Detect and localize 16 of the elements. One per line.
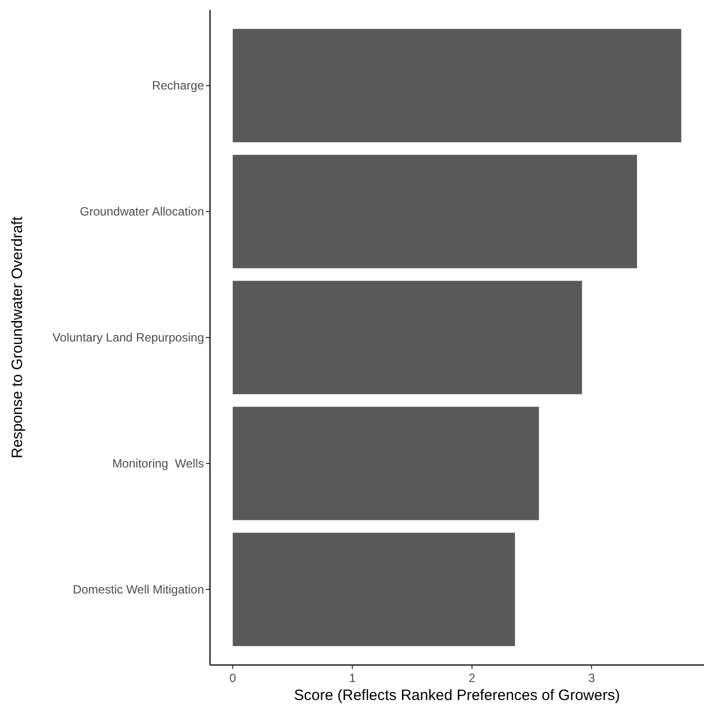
x-tick-label: 1 bbox=[348, 671, 356, 685]
y-tick-label: Voluntary Land Repurposing bbox=[52, 330, 204, 344]
x-tick-label: 2 bbox=[468, 671, 476, 685]
y-tick-label: Recharge bbox=[152, 78, 204, 93]
y-axis-title: Response to Groundwater Overdraft bbox=[9, 216, 26, 458]
y-tick-label: Groundwater Allocation bbox=[80, 204, 204, 219]
x-tick-label: 0 bbox=[229, 671, 236, 685]
x-tick-label: 3 bbox=[588, 671, 596, 685]
y-tick-label: Domestic Well Mitigation bbox=[72, 582, 204, 596]
bar bbox=[232, 154, 638, 268]
bar bbox=[232, 532, 516, 646]
x-axis-title: Score (Reflects Ranked Preferences of Growers) bbox=[294, 687, 620, 704]
bar bbox=[232, 406, 539, 520]
y-tick-label: Monitoring Wells bbox=[112, 456, 204, 470]
bar bbox=[232, 28, 682, 142]
bar bbox=[232, 280, 582, 394]
